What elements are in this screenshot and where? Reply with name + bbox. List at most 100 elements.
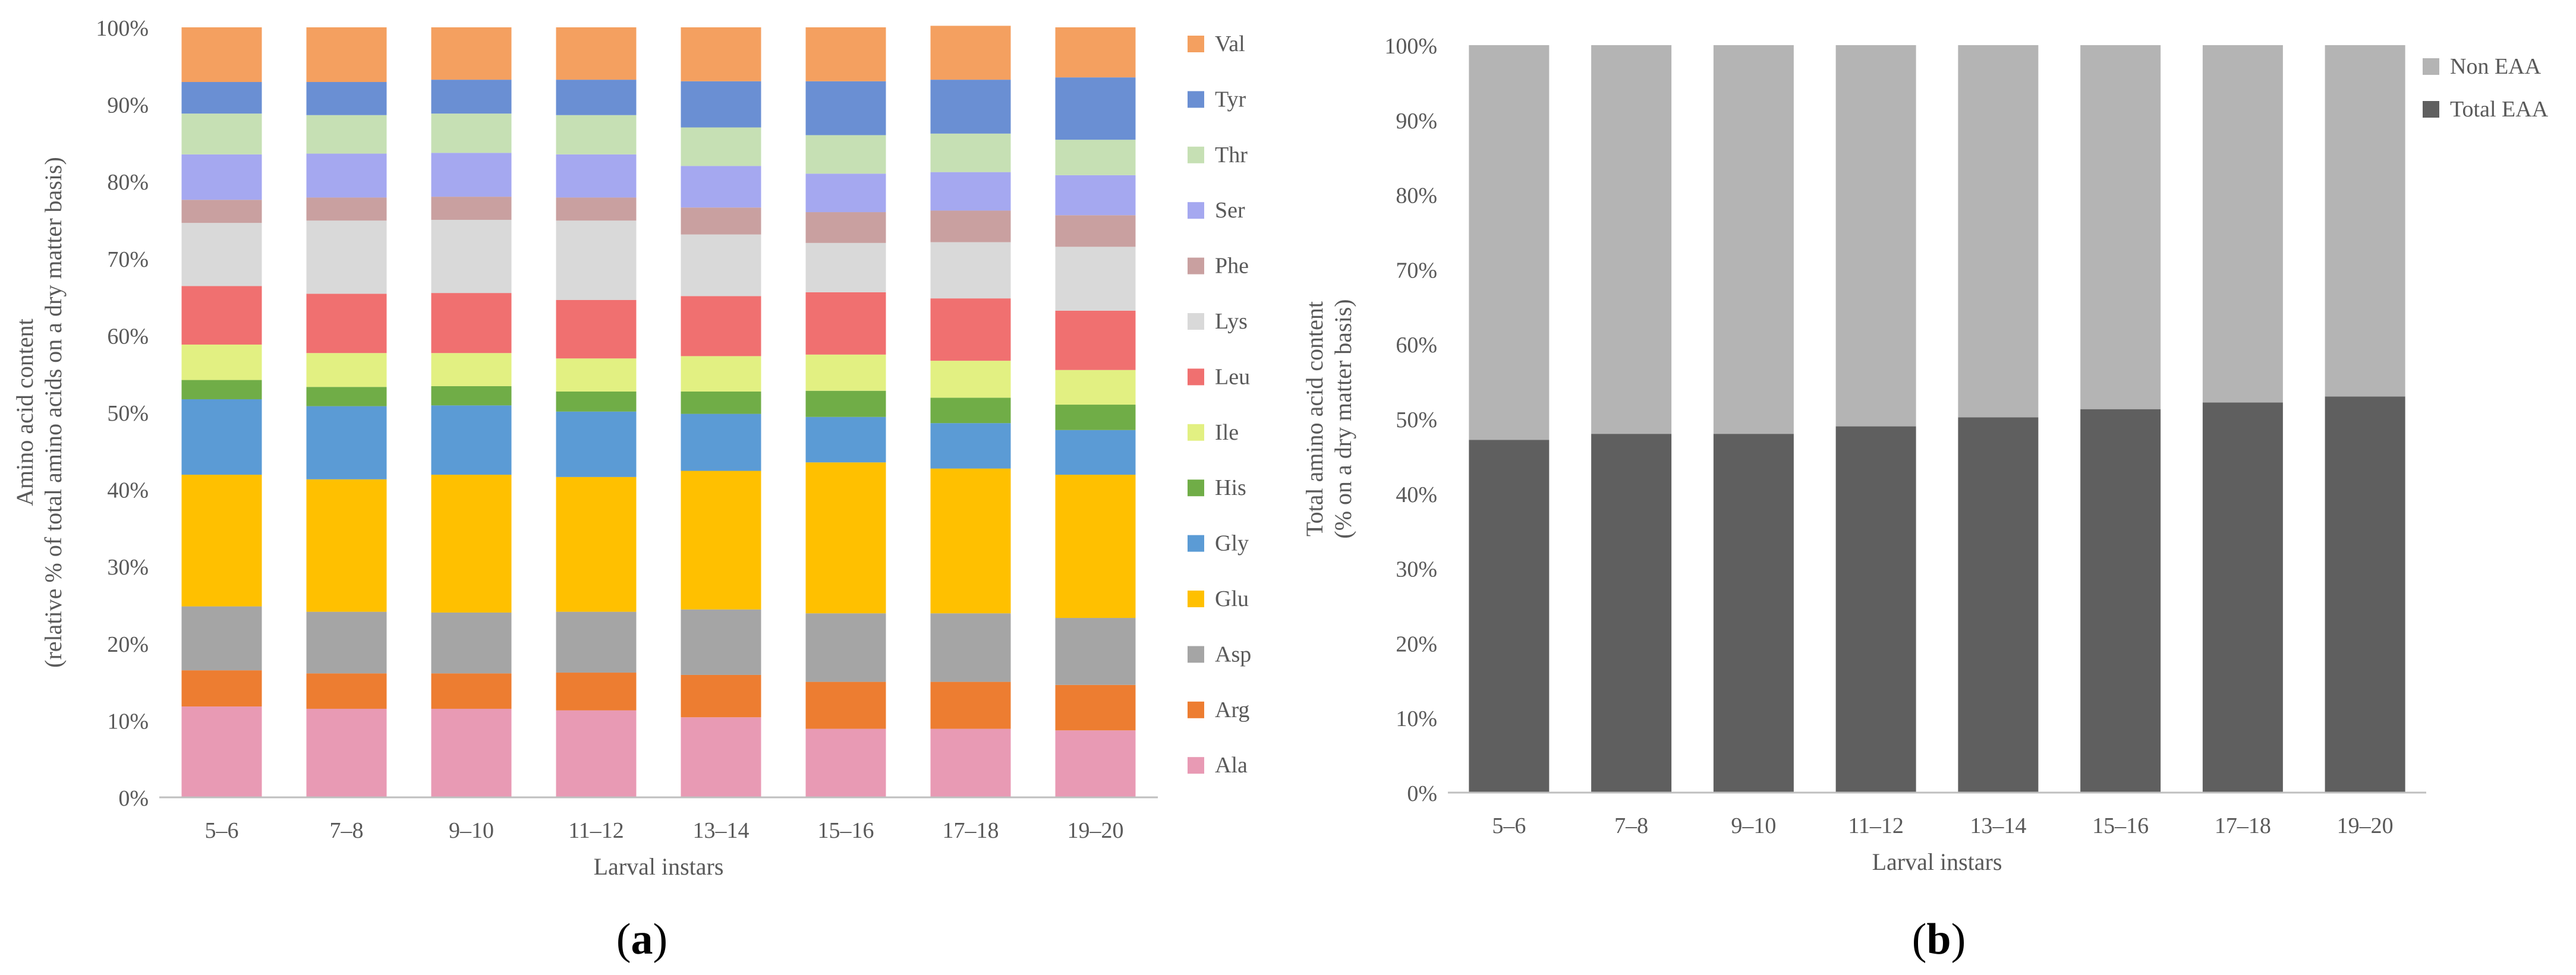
bar-segment-gly-13-14 bbox=[681, 414, 761, 471]
legend-label-ile: Ile bbox=[1215, 420, 1239, 445]
bar-segment-his-9-10 bbox=[431, 386, 512, 406]
bar-segment-ser-15-16 bbox=[805, 173, 886, 213]
bar-segment-total-eaa-15-16 bbox=[2080, 409, 2161, 793]
x-tick-label: 19–20 bbox=[1067, 818, 1124, 843]
legend-swatch-gly bbox=[1188, 535, 1204, 552]
legend-swatch-ser bbox=[1188, 202, 1204, 219]
bar-segment-asp-19-20 bbox=[1055, 618, 1136, 685]
x-tick-label: 19–20 bbox=[2337, 813, 2394, 838]
y-tick-label: 40% bbox=[107, 478, 149, 503]
y-tick-label: 20% bbox=[1396, 632, 1437, 657]
x-tick-label: 15–16 bbox=[2092, 813, 2149, 838]
bar-segment-total-eaa-17-18 bbox=[2202, 402, 2283, 793]
bar-segment-thr-5-6 bbox=[181, 113, 262, 154]
bar-segment-arg-7-8 bbox=[306, 673, 387, 709]
bar-segment-ala-7-8 bbox=[306, 708, 387, 797]
bar-segment-non-eaa-11-12 bbox=[1835, 45, 1916, 427]
bar-segment-val-5-6 bbox=[181, 27, 262, 83]
bar-segment-thr-13-14 bbox=[681, 127, 761, 166]
bar-segment-his-15-16 bbox=[805, 390, 886, 417]
bar-segment-lys-13-14 bbox=[681, 234, 761, 296]
bar-segment-ala-9-10 bbox=[431, 708, 512, 797]
legend-label-ala: Ala bbox=[1215, 753, 1248, 778]
bar-segment-arg-5-6 bbox=[181, 670, 262, 707]
bar-segment-arg-15-16 bbox=[805, 681, 886, 729]
y-tick-label: 100% bbox=[1384, 34, 1437, 59]
bar-segment-leu-19-20 bbox=[1055, 310, 1136, 370]
bar-segment-thr-9-10 bbox=[431, 113, 512, 153]
bar-segment-his-13-14 bbox=[681, 392, 761, 414]
legend-swatch-ile bbox=[1188, 424, 1204, 441]
bar-segment-asp-9-10 bbox=[431, 612, 512, 674]
bar-segment-gly-9-10 bbox=[431, 405, 512, 475]
bar-segment-arg-19-20 bbox=[1055, 684, 1136, 731]
bar-segment-val-7-8 bbox=[306, 27, 387, 83]
legend-label-phe: Phe bbox=[1215, 254, 1249, 279]
bar-segment-phe-17-18 bbox=[930, 210, 1011, 242]
bar-segment-ile-19-20 bbox=[1055, 370, 1136, 405]
legend-swatch-total-eaa bbox=[2423, 101, 2439, 118]
bar-segment-total-eaa-7-8 bbox=[1591, 434, 1672, 793]
bar-segment-glu-15-16 bbox=[805, 462, 886, 614]
legend-label-arg: Arg bbox=[1215, 698, 1249, 722]
legend-swatch-val bbox=[1188, 36, 1204, 52]
bar-segment-leu-17-18 bbox=[930, 298, 1011, 361]
bar-segment-asp-17-18 bbox=[930, 613, 1011, 682]
chart-a-amino-acid-composition: 0% 10% 20% 30% 40% 50% 60% 70% 80% 90% 100% 5–6 7–8 9… bbox=[11, 16, 1251, 880]
bar-segment-tyr-5-6 bbox=[181, 82, 262, 114]
legend-label-total-eaa: Total EAA bbox=[2450, 97, 2549, 122]
legend-swatch-his bbox=[1188, 479, 1204, 497]
bar-segment-thr-15-16 bbox=[805, 135, 886, 174]
x-tick-label: 9–10 bbox=[449, 818, 494, 843]
bar-segment-his-17-18 bbox=[930, 397, 1011, 424]
y-axis-subtitle: (% on a dry matter basis) bbox=[1330, 299, 1356, 538]
bar-segment-phe-9-10 bbox=[431, 197, 512, 220]
panel-label-b: (b) bbox=[1912, 915, 1966, 964]
bar-segment-ile-7-8 bbox=[306, 353, 387, 387]
x-tick-label: 17–18 bbox=[2215, 813, 2271, 838]
bar-segment-glu-5-6 bbox=[181, 474, 262, 607]
bar-segment-asp-15-16 bbox=[805, 613, 886, 682]
bar-segment-non-eaa-7-8 bbox=[1591, 45, 1672, 434]
legend-swatch-thr bbox=[1188, 146, 1204, 163]
y-tick-label: 70% bbox=[1396, 258, 1437, 283]
bar-segment-tyr-7-8 bbox=[306, 82, 387, 115]
bar-segment-his-5-6 bbox=[181, 380, 262, 399]
bar-segment-ala-17-18 bbox=[930, 728, 1011, 797]
bar-segment-asp-5-6 bbox=[181, 606, 262, 671]
bar-segment-ile-9-10 bbox=[431, 353, 512, 386]
bar-segment-ile-5-6 bbox=[181, 344, 262, 380]
x-tick-label: 5–6 bbox=[205, 818, 239, 843]
legend-swatch-arg bbox=[1188, 701, 1204, 718]
bar-segment-glu-7-8 bbox=[306, 479, 387, 612]
bar-segment-leu-5-6 bbox=[181, 286, 262, 345]
bar-segment-lys-11-12 bbox=[556, 220, 637, 300]
bar-segment-val-17-18 bbox=[930, 26, 1011, 80]
x-tick-label: 13–14 bbox=[1970, 813, 2026, 838]
bar-segment-lys-7-8 bbox=[306, 220, 387, 294]
y-tick-label: 90% bbox=[107, 93, 149, 118]
bar-segment-gly-5-6 bbox=[181, 399, 262, 475]
legend-swatch-asp bbox=[1188, 646, 1204, 663]
bar-segment-gly-11-12 bbox=[556, 411, 637, 477]
bar-segment-phe-19-20 bbox=[1055, 215, 1136, 247]
legend-label-thr: Thr bbox=[1215, 143, 1248, 168]
x-tick-label: 13–14 bbox=[693, 818, 750, 843]
x-tick-label: 15–16 bbox=[818, 818, 874, 843]
bar-segment-asp-11-12 bbox=[556, 611, 637, 673]
y-tick-label: 10% bbox=[1396, 706, 1437, 731]
bar-segment-thr-17-18 bbox=[930, 133, 1011, 172]
legend-label-gly: Gly bbox=[1215, 531, 1249, 556]
bar-segment-ser-19-20 bbox=[1055, 175, 1136, 216]
panel-label-a-letter: a bbox=[631, 915, 653, 964]
bar-segment-arg-9-10 bbox=[431, 673, 512, 709]
bar-segment-glu-17-18 bbox=[930, 468, 1011, 614]
x-tick-label: 5–6 bbox=[1492, 813, 1526, 838]
bar-segment-tyr-9-10 bbox=[431, 80, 512, 114]
legend-label-val: Val bbox=[1215, 31, 1245, 56]
y-tick-label: 80% bbox=[1396, 184, 1437, 209]
y-tick-label: 60% bbox=[1396, 333, 1437, 358]
y-tick-label: 0% bbox=[118, 786, 149, 811]
bar-segment-ala-11-12 bbox=[556, 710, 637, 797]
y-tick-label: 90% bbox=[1396, 109, 1437, 134]
